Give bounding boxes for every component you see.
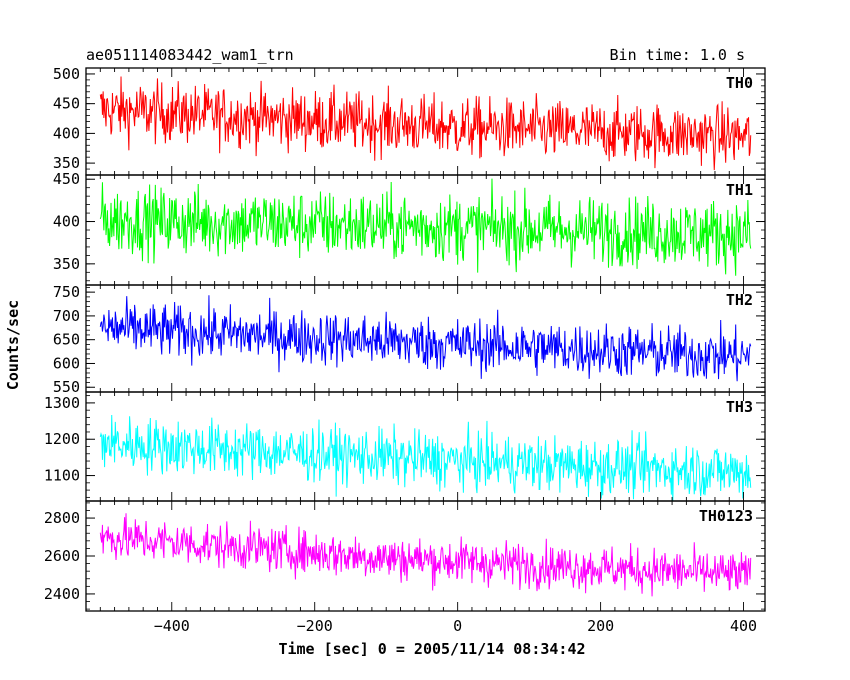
panels-group: 350 400 450 500 TH0 350 400 450 TH1 550 600 650 700 7…: [44, 65, 766, 612]
x-tick-label: 400: [730, 617, 757, 635]
y-axis-label: Counts/sec: [4, 300, 22, 390]
y-tick-label: 2600: [44, 547, 80, 565]
x-tick-label: −200: [297, 617, 333, 635]
y-tick-label: 400: [53, 213, 80, 231]
y-tick-label: 550: [53, 378, 80, 396]
series-line-th0: [99, 76, 752, 171]
y-tick-label: 400: [53, 124, 80, 142]
panel-label-th0: TH0: [726, 74, 753, 92]
panel-th1: 350 400 450 TH1: [53, 170, 766, 286]
y-tick-label: 1200: [44, 430, 80, 448]
panel-th2: 550 600 650 700 750 TH2: [53, 283, 766, 396]
panel-label-th3: TH3: [726, 398, 753, 416]
y-tick-label: 700: [53, 307, 80, 325]
y-tick-label: 650: [53, 331, 80, 349]
x-axis: −400 −200 0 200 400: [154, 617, 757, 635]
y-tick-label: 750: [53, 283, 80, 301]
series-line-th2: [99, 295, 752, 382]
y-tick-label: 1300: [44, 394, 80, 412]
panel-label-th2: TH2: [726, 291, 753, 309]
x-axis-label: Time [sec] 0 = 2005/11/14 08:34:42: [278, 640, 585, 658]
y-tick-label: 600: [53, 354, 80, 372]
y-tick-label: 350: [53, 154, 80, 172]
x-tick-label: −400: [154, 617, 190, 635]
panel-label-th0123: TH0123: [699, 507, 753, 525]
panel-label-th1: TH1: [726, 181, 753, 199]
x-tick-label: 200: [587, 617, 614, 635]
y-tick-label: 450: [53, 95, 80, 113]
panel-th0: 350 400 450 500 TH0: [53, 65, 766, 176]
y-tick-label: 500: [53, 65, 80, 83]
panel-th3: 1100 1200 1300 TH3: [44, 391, 766, 502]
panel-th0123: 2400 2600 2800 TH0123: [44, 500, 766, 612]
y-tick-label: 2400: [44, 585, 80, 603]
y-tick-label: 450: [53, 170, 80, 188]
y-tick-label: 2800: [44, 509, 80, 527]
series-line-th1: [99, 178, 752, 276]
series-line-th0123: [99, 513, 752, 597]
bin-time-label: Bin time: 1.0 s: [610, 46, 745, 64]
y-tick-label: 350: [53, 255, 80, 273]
x-tick-label: 0: [453, 617, 462, 635]
series-line-th3: [99, 415, 752, 501]
chart-title: ae051114083442_wam1_trn: [86, 46, 294, 64]
y-tick-label: 1100: [44, 467, 80, 485]
